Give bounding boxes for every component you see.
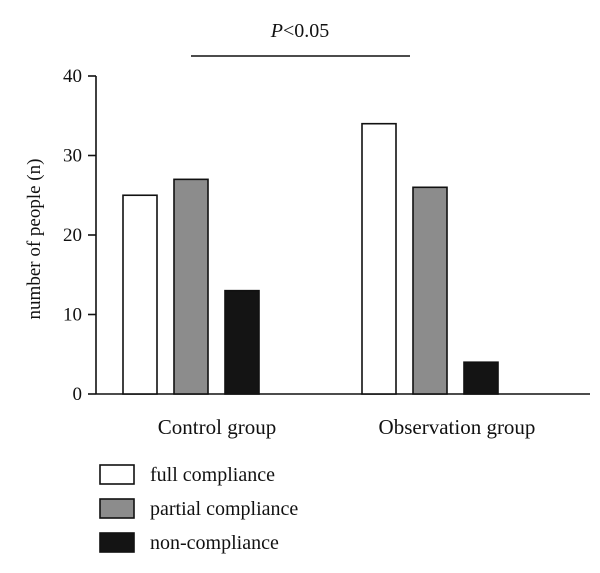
- significance-label: P<0.05: [270, 20, 330, 42]
- bars: [122, 122, 499, 395]
- axes: [95, 76, 590, 395]
- legend-label: non-compliance: [150, 532, 279, 554]
- x-tick-label: Control group: [158, 415, 276, 439]
- legend-swatch: [99, 532, 135, 553]
- bar-partial-compliance-1: [412, 186, 448, 395]
- y-tick-label: 40: [63, 66, 82, 87]
- legend-label: partial compliance: [150, 498, 298, 520]
- y-axis-label: number of people (n): [24, 159, 45, 320]
- y-tick-label: 30: [63, 146, 82, 167]
- category-labels: Control group Observation group: [158, 415, 536, 439]
- y-ticks: 0 10 20 30 40: [63, 66, 96, 405]
- legend: full compliance partial compliance non-com…: [99, 464, 298, 554]
- bar-non-compliance-1: [463, 361, 499, 395]
- y-tick-label: 20: [63, 225, 82, 246]
- x-tick-label: Observation group: [379, 415, 536, 439]
- y-tick-label: 0: [73, 384, 83, 405]
- legend-swatch: [99, 498, 135, 519]
- legend-swatch: [99, 464, 135, 485]
- bar-full-compliance-0: [122, 194, 158, 395]
- bar-partial-compliance-0: [173, 178, 209, 395]
- bar-full-compliance-1: [361, 122, 397, 395]
- legend-label: full compliance: [150, 464, 275, 486]
- y-tick-label: 10: [63, 305, 82, 326]
- bar-non-compliance-0: [224, 289, 260, 395]
- significance-annotation: P<0.05: [191, 20, 410, 57]
